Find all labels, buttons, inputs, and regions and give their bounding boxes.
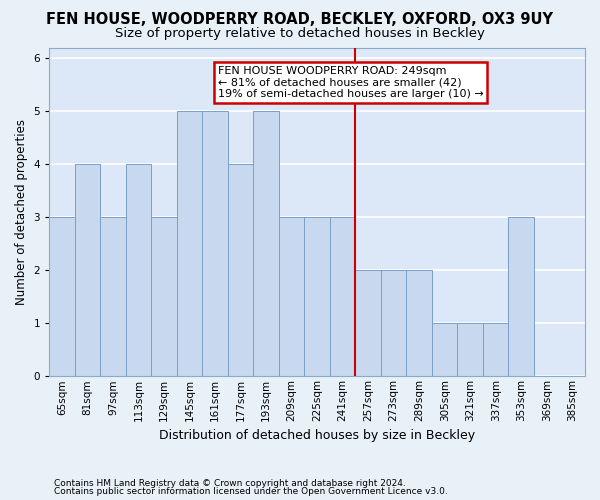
Bar (126, 164, 151, 376)
Bar (355, 270, 381, 376)
Bar (49, 217, 75, 376)
Bar (457, 323, 483, 376)
Bar (151, 217, 177, 376)
Bar (279, 217, 304, 376)
Bar (100, 217, 126, 376)
X-axis label: Distribution of detached houses by size in Beckley: Distribution of detached houses by size … (159, 430, 475, 442)
Y-axis label: Number of detached properties: Number of detached properties (15, 119, 28, 305)
Bar (202, 111, 228, 376)
Bar (381, 270, 406, 376)
Bar (75, 164, 100, 376)
Bar (508, 217, 534, 376)
Bar (406, 270, 432, 376)
Bar (483, 323, 508, 376)
Text: Size of property relative to detached houses in Beckley: Size of property relative to detached ho… (115, 28, 485, 40)
Bar (330, 217, 355, 376)
Bar (304, 217, 330, 376)
Text: Contains HM Land Registry data © Crown copyright and database right 2024.: Contains HM Land Registry data © Crown c… (54, 478, 406, 488)
Bar (228, 164, 253, 376)
Text: Contains public sector information licensed under the Open Government Licence v3: Contains public sector information licen… (54, 487, 448, 496)
Bar (177, 111, 202, 376)
Text: FEN HOUSE, WOODPERRY ROAD, BECKLEY, OXFORD, OX3 9UY: FEN HOUSE, WOODPERRY ROAD, BECKLEY, OXFO… (47, 12, 554, 28)
Text: FEN HOUSE WOODPERRY ROAD: 249sqm
← 81% of detached houses are smaller (42)
19% o: FEN HOUSE WOODPERRY ROAD: 249sqm ← 81% o… (218, 66, 484, 100)
Bar (432, 323, 457, 376)
Bar (253, 111, 279, 376)
